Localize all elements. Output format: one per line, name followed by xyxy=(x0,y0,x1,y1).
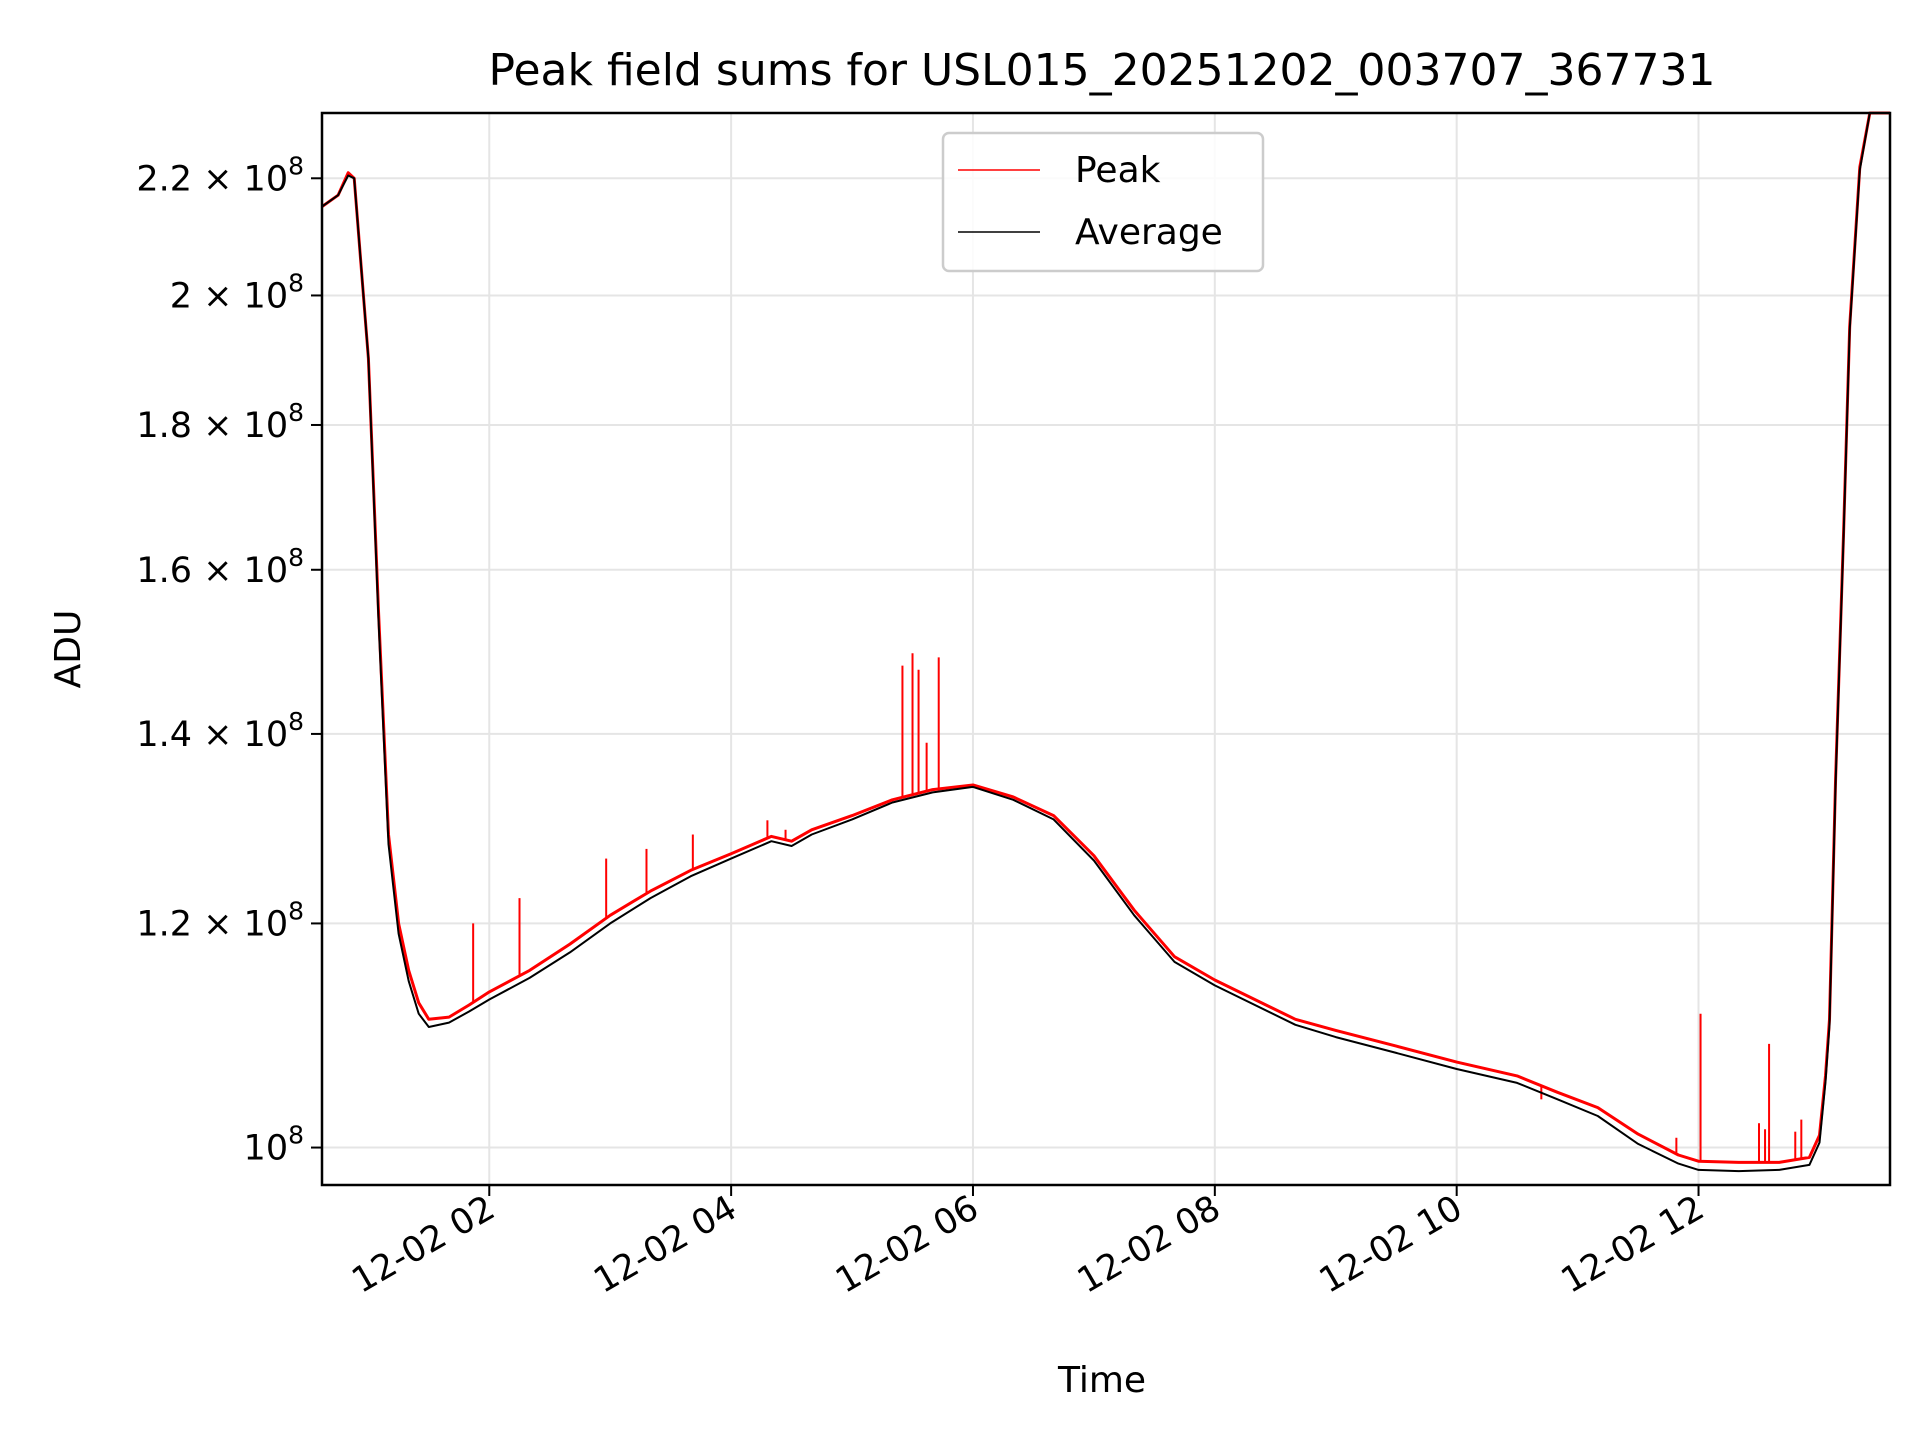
x-tick-label: 12-02 10 xyxy=(1313,1188,1469,1301)
x-tick-label: 12-02 06 xyxy=(829,1188,985,1301)
legend-label-average: Average xyxy=(1075,212,1223,253)
x-tick-label: 12-02 12 xyxy=(1555,1188,1711,1301)
x-tick-label: 12-02 02 xyxy=(345,1188,501,1301)
legend-box xyxy=(941,131,1265,273)
y-tick-label: 1.4 × 108 xyxy=(136,707,304,755)
grid xyxy=(322,113,1890,1185)
plot-frame xyxy=(320,111,1892,1187)
y-tick-label: 2 × 108 xyxy=(170,268,304,316)
y-tick-label: 2.2 × 108 xyxy=(136,151,304,199)
y-tick-label: 108 xyxy=(244,1121,304,1169)
series-layer xyxy=(321,111,1890,1173)
series-line-average xyxy=(321,112,1890,1173)
x-tick-label: 12-02 04 xyxy=(587,1188,743,1301)
y-tick-label: 1.6 × 108 xyxy=(136,543,304,591)
y-axis-label: ADU xyxy=(48,610,89,689)
series-line-peak xyxy=(321,111,1890,1164)
x-axis: 12-02 02 12-02 04 12-02 06 12-02 08 12-02 10… xyxy=(345,1185,1711,1301)
y-tick-label: 1.2 × 108 xyxy=(136,896,304,944)
x-axis-label: Time xyxy=(1057,1360,1146,1401)
legend-label-peak: Peak xyxy=(1075,150,1161,191)
chart-title: Peak field sums for USL015_20251202_0037… xyxy=(489,45,1716,96)
legend: Peak Average xyxy=(941,131,1265,273)
y-tick-label: 1.8 × 108 xyxy=(136,398,304,446)
y-axis: 108 1.2 × 108 1.4 × 108 1.6 × 108 1.8 × 108 2… xyxy=(136,151,322,1169)
x-tick-label: 12-02 08 xyxy=(1071,1188,1227,1301)
